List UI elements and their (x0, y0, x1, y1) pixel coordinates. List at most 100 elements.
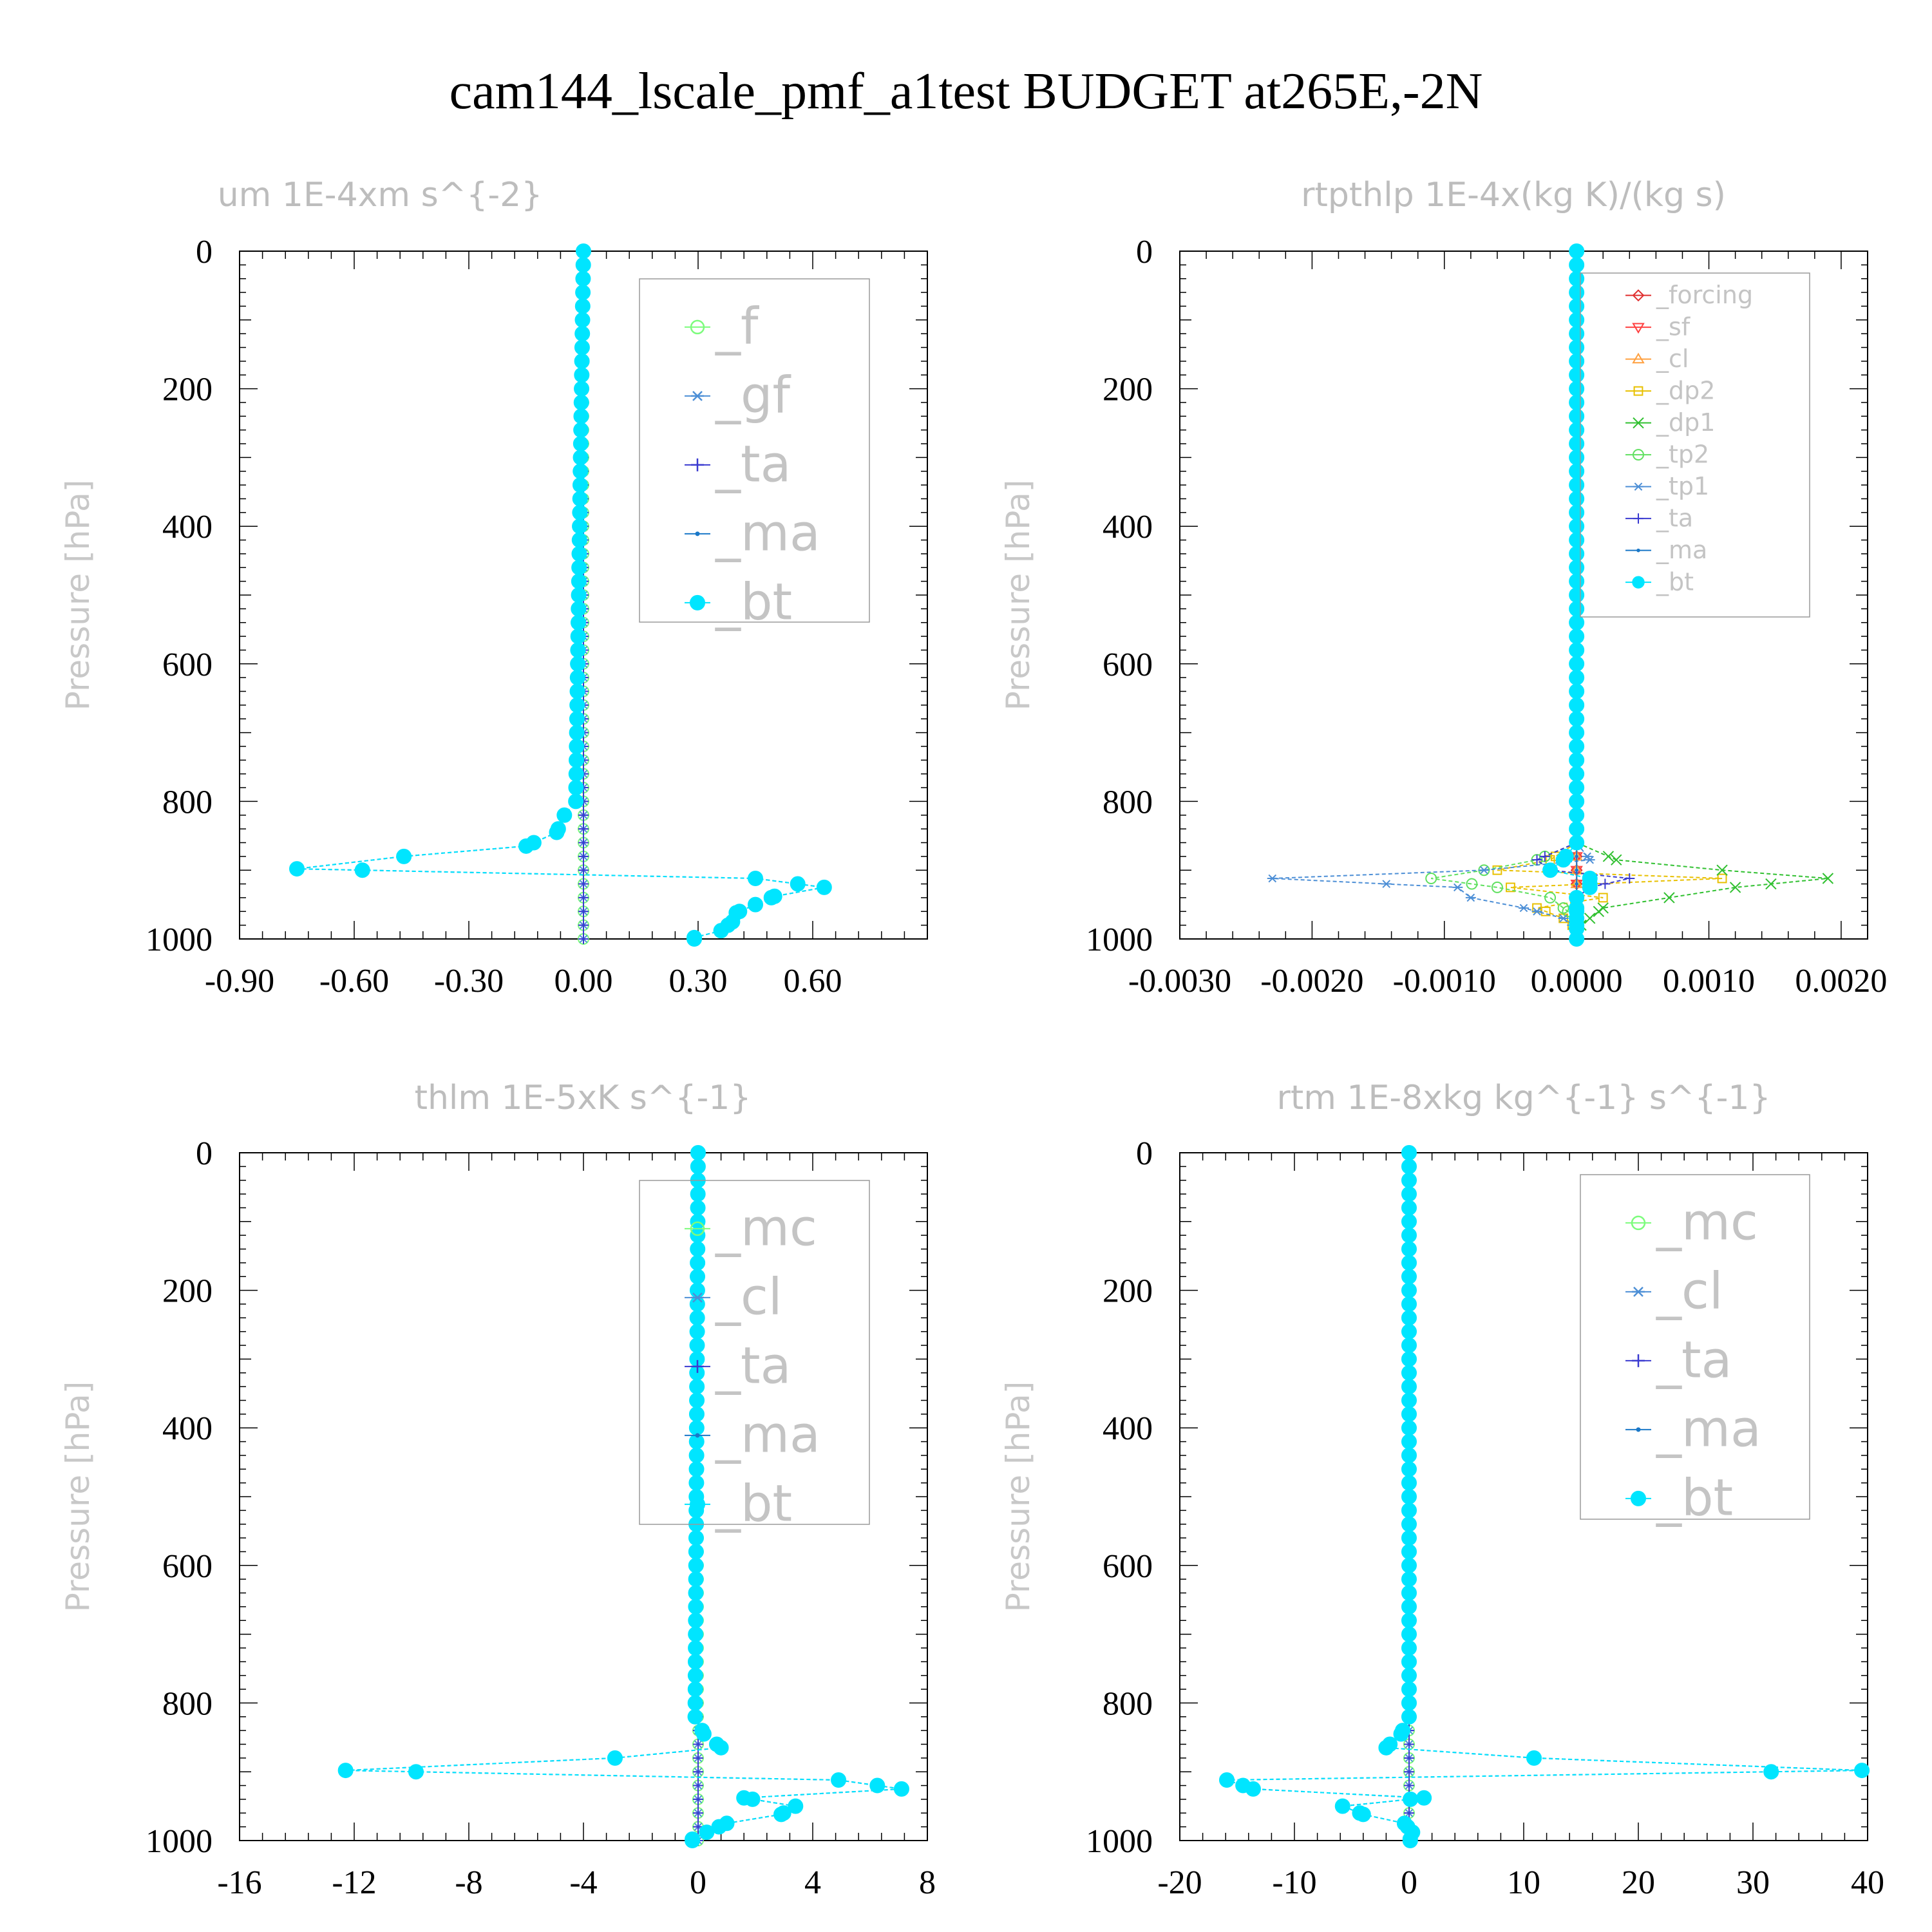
data-point (574, 326, 591, 342)
legend-item: _tp2 (1625, 440, 1709, 469)
legend-box (1580, 1174, 1810, 1520)
plot-area (1267, 243, 1834, 947)
legend-label: _mc (715, 1200, 817, 1258)
legend-item: _ta (1625, 1332, 1732, 1390)
data-point (1717, 873, 1727, 884)
data-point (578, 878, 589, 889)
legend-label: _ta (1656, 1332, 1732, 1390)
data-point (1401, 1516, 1417, 1532)
data-point (748, 896, 763, 913)
data-point (1401, 1296, 1417, 1312)
x-tick-label: 0.30 (669, 963, 728, 999)
data-point (1569, 780, 1585, 796)
data-point (568, 780, 584, 796)
data-point (578, 865, 589, 876)
data-point (1401, 1654, 1417, 1670)
legend-label: _gf (715, 367, 791, 425)
data-point (1539, 851, 1550, 862)
y-axis-label: Pressure [hPa] (999, 480, 1037, 711)
plot-area (289, 243, 832, 947)
data-point (1403, 1791, 1419, 1807)
legend-label: _ta (1656, 504, 1693, 533)
data-point (1401, 1447, 1417, 1463)
x-tick-label: 10 (1507, 1864, 1540, 1901)
y-tick-label: 800 (1103, 1685, 1153, 1722)
data-point (572, 518, 588, 535)
legend-marker (1632, 576, 1645, 589)
y-tick-label: 200 (162, 1273, 213, 1310)
legend-item: _mc (1625, 1194, 1758, 1252)
panel-title: thlm 1E-5xK s^{-1} (415, 1079, 752, 1117)
data-point (1569, 257, 1585, 273)
legend: _mc _cl _ta _ma _bt (1580, 1174, 1810, 1528)
data-point (687, 1681, 703, 1698)
data-point (574, 312, 591, 328)
data-point (1334, 1798, 1350, 1814)
data-point (1466, 878, 1478, 890)
panel-title: rtpthlp 1E-4x(kg K)/(kg s) (1301, 176, 1726, 214)
x-tick-label: -0.60 (319, 963, 389, 999)
legend-label: _bt (1656, 568, 1694, 596)
data-point (570, 656, 586, 672)
legend-label: _cl (715, 1269, 782, 1327)
legend-item: _bt (1625, 568, 1694, 596)
series-line (1497, 251, 1723, 939)
legend-label: _ta (715, 1338, 791, 1396)
data-point (337, 1763, 354, 1779)
panel-title: um 1E-4xm s^{-2} (218, 176, 543, 214)
data-point (568, 766, 584, 782)
legend-label: _ma (715, 1406, 820, 1464)
legend-label: _cl (1656, 345, 1689, 373)
legend-item: _ta (685, 1338, 791, 1396)
y-tick-label: 0 (1136, 234, 1153, 270)
data-point (569, 670, 585, 686)
legend: _f _gf _ta _ma _bt (639, 278, 870, 632)
y-axis-label: Pressure [hPa] (59, 480, 97, 711)
series-bt (1218, 1145, 1870, 1848)
y-tick-label: 800 (162, 1685, 213, 1722)
legend-label: _ma (1656, 1401, 1761, 1459)
data-point (687, 1667, 703, 1683)
x-tick-label: 40 (1851, 1864, 1884, 1901)
legend-marker (691, 458, 704, 471)
data-point (1491, 881, 1503, 893)
x-tick-label: -0.30 (434, 963, 504, 999)
data-point (1611, 854, 1622, 866)
data-point (1401, 1667, 1417, 1683)
data-point (1401, 1241, 1417, 1257)
data-point (1401, 1461, 1417, 1477)
legend-item: _dp1 (1625, 408, 1715, 437)
legend-box (1580, 272, 1810, 618)
x-tick-label: 0.0020 (1795, 963, 1887, 999)
legend-marker (1636, 548, 1640, 553)
data-point (1401, 1338, 1417, 1354)
data-point (1404, 1739, 1414, 1750)
data-point (574, 339, 590, 355)
x-tick-label: -16 (217, 1864, 261, 1901)
data-point (572, 504, 588, 520)
data-point (1584, 855, 1595, 864)
y-tick-label: 1000 (1086, 922, 1153, 958)
legend-marker (1633, 417, 1644, 429)
data-point (688, 1530, 704, 1546)
series-tp1 (1267, 247, 1595, 943)
data-point (1765, 878, 1777, 890)
data-point (572, 477, 588, 493)
data-point (1401, 1255, 1417, 1271)
legend-marker (1633, 386, 1643, 396)
data-point (1531, 907, 1542, 916)
data-point (574, 381, 590, 397)
data-point (1597, 902, 1609, 914)
data-point (790, 876, 806, 892)
data-point (688, 1640, 704, 1656)
x-tick-label: 0 (690, 1864, 706, 1901)
chart-panel-1: um 1E-4xm s^{-2} Pressure [hPa] 0 200 400 600… (59, 176, 928, 999)
data-point (573, 394, 589, 410)
legend-marker (1632, 323, 1645, 334)
legend-label: _ta (715, 436, 791, 494)
data-point (685, 1833, 701, 1848)
data-point (1416, 1790, 1432, 1806)
legend-label: _tp1 (1656, 472, 1709, 500)
legend-label: _dp1 (1656, 408, 1715, 437)
